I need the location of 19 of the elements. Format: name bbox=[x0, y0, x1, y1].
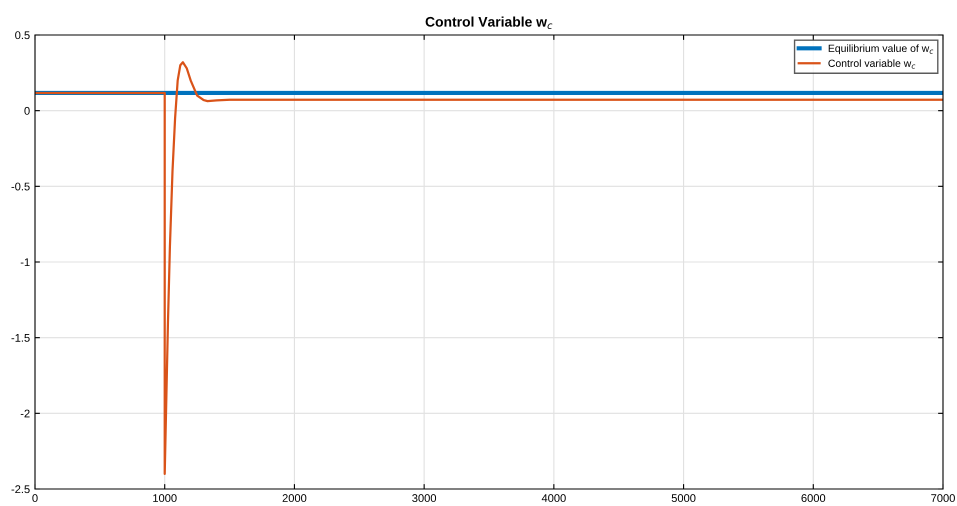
x-tick-label: 1000 bbox=[153, 494, 177, 502]
y-tick-label: -2 bbox=[20, 410, 30, 418]
y-tick-label: -2.5 bbox=[11, 485, 30, 494]
x-tick-label: 4000 bbox=[542, 494, 566, 502]
line-series bbox=[35, 61, 943, 475]
y-tick-label: 0.5 bbox=[15, 31, 30, 40]
x-tick-label: 7000 bbox=[931, 494, 955, 502]
y-tick-label: -1.5 bbox=[11, 334, 30, 342]
x-tick-label: 3000 bbox=[412, 494, 436, 502]
y-tick-label: -0.5 bbox=[11, 182, 30, 190]
y-tick-label: -1 bbox=[20, 258, 30, 266]
legend-label: Equilibrium value of w$_{c}$ bbox=[828, 44, 934, 54]
x-tick-label: 2000 bbox=[282, 494, 306, 502]
chart-title: Control Variable w$_{c}$ bbox=[426, 16, 552, 30]
y-tick-label: 0 bbox=[24, 106, 30, 115]
x-tick-label: 6000 bbox=[801, 494, 826, 502]
legend-label: Control variable w$_{c}$ bbox=[828, 59, 916, 69]
x-tick-label: 0 bbox=[32, 494, 38, 502]
x-tick-label: 5000 bbox=[672, 494, 696, 502]
